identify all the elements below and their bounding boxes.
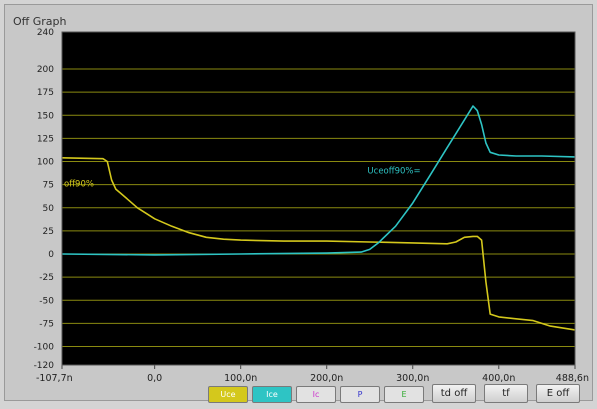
y-tick-label: -120 [34, 361, 55, 371]
y-tick-label: -50 [39, 296, 54, 306]
y-tick-label: 150 [37, 111, 54, 121]
y-tick-label: 240 [37, 28, 54, 38]
y-tick-label: 50 [43, 204, 55, 214]
legend-chip-label: E [401, 390, 407, 399]
x-tick-label: 200,0n [310, 373, 343, 384]
chart-annotation: Uceoff90%= [367, 167, 420, 177]
legend-chip-ice[interactable]: Ice [252, 386, 292, 403]
legend-chip-label: P [357, 390, 363, 399]
plot-background [62, 32, 575, 365]
td-off-button[interactable]: td off [432, 384, 476, 403]
y-tick-label: 100 [37, 158, 54, 168]
y-tick-label: 75 [43, 181, 54, 191]
legend-chip-label: Ic [312, 390, 320, 399]
x-tick-label: 488,6n [556, 373, 589, 384]
graph-title: Off Graph [13, 15, 67, 28]
y-tick-label: -25 [39, 273, 54, 283]
y-tick-label: 200 [37, 65, 54, 75]
tf-button[interactable]: tf [484, 384, 528, 403]
y-tick-label: -75 [39, 319, 54, 329]
series-line-ice [61, 105, 576, 256]
series-line-uce [61, 157, 576, 331]
plot-border [61, 31, 576, 366]
x-tick-label: 0,0 [147, 373, 162, 384]
chart-annotation: off90% [64, 179, 94, 189]
x-tick-label: 300,0n [396, 373, 429, 384]
legend-chip-label: Uce [220, 390, 236, 399]
y-tick-label: 175 [37, 88, 54, 98]
y-tick-label: 125 [37, 134, 54, 144]
e-off-button[interactable]: E off [536, 384, 580, 403]
x-tick-label: 400,0n [482, 373, 515, 384]
legend-chip-e[interactable]: E [384, 386, 424, 403]
x-tick-label: -107,7n [36, 373, 73, 384]
legend-chip-uce[interactable]: Uce [208, 386, 248, 403]
y-tick-label: -100 [34, 343, 55, 353]
x-tick-label: 100,0n [224, 373, 257, 384]
legend-chip-ic[interactable]: Ic [296, 386, 336, 403]
legend-chip-label: Ice [266, 390, 278, 399]
y-tick-label: 25 [43, 227, 54, 237]
legend-chip-p[interactable]: P [340, 386, 380, 403]
y-tick-label: 0 [48, 250, 54, 260]
